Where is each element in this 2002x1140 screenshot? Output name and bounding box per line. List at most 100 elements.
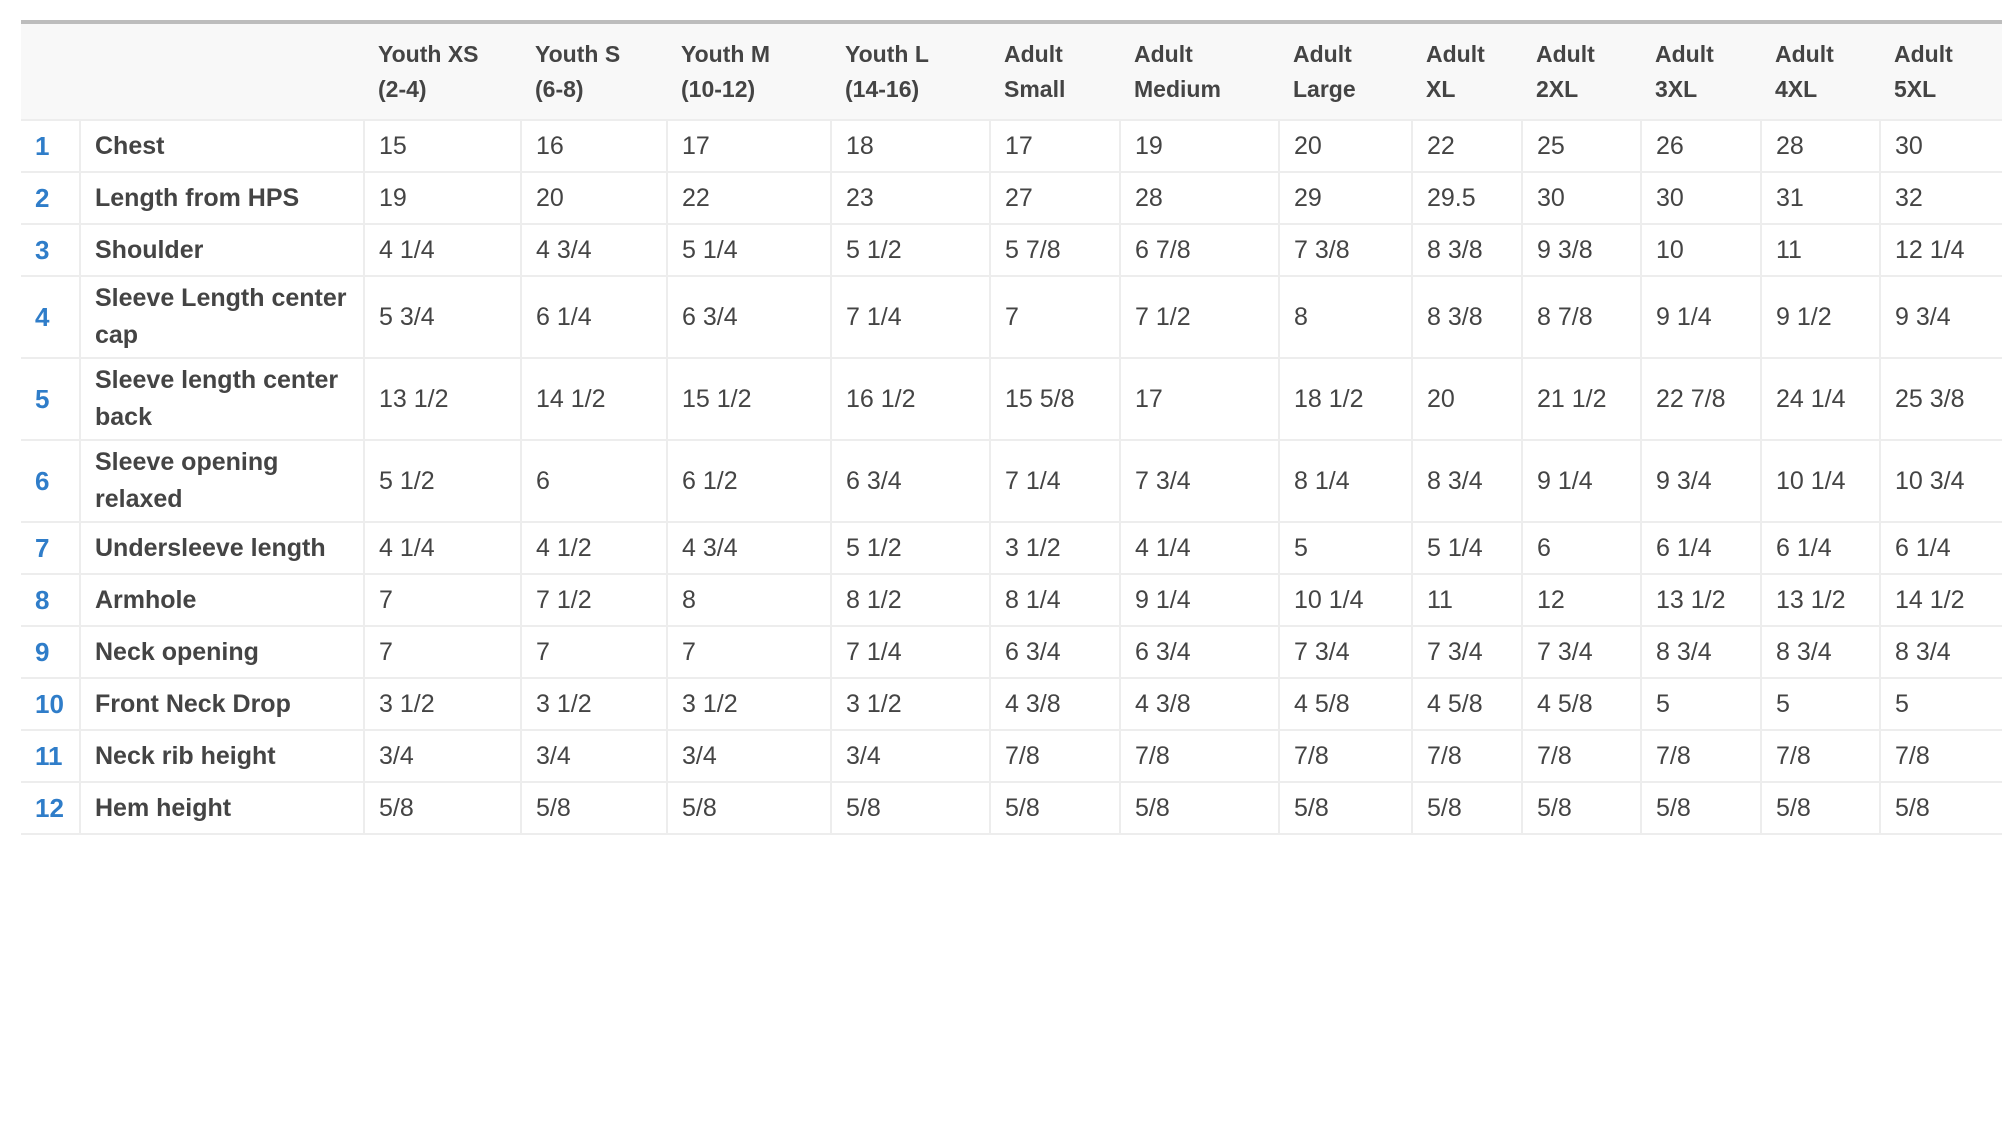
- measurement-value: 20: [1412, 358, 1523, 441]
- measurement-value: 5 1/4: [1412, 522, 1523, 575]
- measurement-value: 4 1/4: [364, 522, 522, 575]
- measurement-value: 16 1/2: [831, 358, 991, 441]
- measurement-value: 7 3/4: [1412, 626, 1523, 679]
- measurement-value: 27: [990, 172, 1121, 225]
- column-header-line: Youth L: [845, 40, 929, 67]
- measurement-value: 5/8: [667, 782, 832, 835]
- measurement-value: 5/8: [1120, 782, 1280, 835]
- column-header-line: Youth XS: [378, 40, 479, 67]
- measurement-value: 6 1/4: [1880, 522, 2002, 575]
- table-row: 12 Hem height 5/8 5/8 5/8 5/8 5/8 5/8 5/8 5/8 5/8 5…: [21, 782, 2002, 835]
- measurement-value: 5: [1761, 678, 1881, 731]
- measurement-value: 30: [1641, 172, 1762, 225]
- table-row: 10 Front Neck Drop 3 1/2 3 1/2 3 1/2 3 1/2 4 3…: [21, 678, 2002, 731]
- measurement-value: 10 1/4: [1279, 574, 1413, 627]
- measurement-value: 22 7/8: [1641, 358, 1762, 441]
- measurement-value: 8 1/2: [831, 574, 991, 627]
- measurement-label: Neck rib height: [80, 730, 365, 783]
- measurement-value: 11: [1412, 574, 1523, 627]
- measurement-value: 22: [1412, 120, 1523, 173]
- column-header-line: Medium: [1134, 75, 1221, 102]
- measurement-value: 6: [521, 440, 668, 523]
- measurement-label: Sleeve Length center cap: [80, 276, 365, 359]
- measurement-value: 10 1/4: [1761, 440, 1881, 523]
- measurement-value: 7: [364, 626, 522, 679]
- measurement-value: 7/8: [1880, 730, 2002, 783]
- measurement-label: Shoulder: [80, 224, 365, 277]
- measurement-value: 8 3/4: [1880, 626, 2002, 679]
- size-chart-container: Youth XS (2-4) Youth S (6-8) Youth M (10-12) Y…: [21, 20, 2002, 835]
- measurement-value: 3 1/2: [364, 678, 522, 731]
- column-header-line: Adult: [1293, 40, 1352, 67]
- measurement-value: 9 1/4: [1641, 276, 1762, 359]
- measurement-value: 3 1/2: [667, 678, 832, 731]
- measurement-value: 7 1/4: [990, 440, 1121, 523]
- measurement-value: 5/8: [1880, 782, 2002, 835]
- measurement-value: 30: [1880, 120, 2002, 173]
- measurement-value: 8 3/4: [1761, 626, 1881, 679]
- measurement-value: 17: [1120, 358, 1280, 441]
- column-header: Adult Large: [1279, 22, 1412, 121]
- row-number: 10: [21, 678, 81, 731]
- measurement-value: 4 3/4: [521, 224, 668, 277]
- column-header: Adult 2XL: [1522, 22, 1641, 121]
- measurement-value: 29.5: [1412, 172, 1523, 225]
- measurement-value: 7/8: [1279, 730, 1413, 783]
- measurement-label: Neck opening: [80, 626, 365, 679]
- measurement-value: 13 1/2: [1761, 574, 1881, 627]
- measurement-value: 18: [831, 120, 991, 173]
- measurement-value: 25 3/8: [1880, 358, 2002, 441]
- measurement-label: Sleeve length center back: [80, 358, 365, 441]
- measurement-value: 8 3/4: [1641, 626, 1762, 679]
- column-header: Youth M (10-12): [667, 22, 831, 121]
- measurement-value: 20: [521, 172, 668, 225]
- measurement-value: 6 1/2: [667, 440, 832, 523]
- row-number: 11: [21, 730, 81, 783]
- measurement-value: 12: [1522, 574, 1642, 627]
- measurement-value: 19: [364, 172, 522, 225]
- measurement-value: 7/8: [1761, 730, 1881, 783]
- measurement-value: 5/8: [831, 782, 991, 835]
- column-header-line: 5XL: [1894, 75, 1937, 102]
- table-body: 1 Chest 15 16 17 18 17 19 20 22 25 26 28 30 2 Length fr…: [21, 120, 2002, 835]
- measurement-value: 3/4: [667, 730, 832, 783]
- column-header-line: Large: [1293, 75, 1356, 102]
- measurement-value: 31: [1761, 172, 1881, 225]
- table-row: 7 Undersleeve length 4 1/4 4 1/2 4 3/4 5 1/2 3…: [21, 522, 2002, 575]
- column-header: Adult XL: [1412, 22, 1522, 121]
- row-number: 5: [21, 358, 81, 441]
- measurement-value: 20: [1279, 120, 1413, 173]
- measurement-value: 7/8: [990, 730, 1121, 783]
- measurement-value: 6 3/4: [1120, 626, 1280, 679]
- row-number: 1: [21, 120, 81, 173]
- measurement-value: 10: [1641, 224, 1762, 277]
- measurement-value: 32: [1880, 172, 2002, 225]
- measurement-value: 6 3/4: [667, 276, 832, 359]
- measurement-value: 15 1/2: [667, 358, 832, 441]
- table-row: 11 Neck rib height 3/4 3/4 3/4 3/4 7/8 7/8 7/8 7/…: [21, 730, 2002, 783]
- column-header-line: 4XL: [1775, 75, 1818, 102]
- measurement-value: 5/8: [990, 782, 1121, 835]
- table-header: Youth XS (2-4) Youth S (6-8) Youth M (10-12) Y…: [21, 22, 2002, 121]
- column-header-line: Adult: [1004, 40, 1063, 67]
- measurement-value: 14 1/2: [1880, 574, 2002, 627]
- column-header-line: Adult: [1894, 40, 1953, 67]
- column-header: Adult 4XL: [1761, 22, 1880, 121]
- table-row: 3 Shoulder 4 1/4 4 3/4 5 1/4 5 1/2 5 7/8 6 7/8 7…: [21, 224, 2002, 277]
- measurement-value: 9 1/4: [1120, 574, 1280, 627]
- measurement-value: 8 1/4: [990, 574, 1121, 627]
- table-row: 5 Sleeve length center back 13 1/2 14 1/2 15…: [21, 358, 2002, 441]
- measurement-value: 7: [364, 574, 522, 627]
- measurement-value: 5/8: [1279, 782, 1413, 835]
- measurement-label: Undersleeve length: [80, 522, 365, 575]
- measurement-value: 7 1/2: [1120, 276, 1280, 359]
- measurement-value: 5/8: [1412, 782, 1523, 835]
- measurement-value: 7 1/2: [521, 574, 668, 627]
- measurement-value: 17: [667, 120, 832, 173]
- measurement-value: 8 3/8: [1412, 276, 1523, 359]
- column-header-line: 2XL: [1536, 75, 1579, 102]
- measurement-value: 4 5/8: [1279, 678, 1413, 731]
- measurement-value: 5/8: [364, 782, 522, 835]
- table-row: 9 Neck opening 7 7 7 7 1/4 6 3/4 6 3/4 7 3/4 7 3/…: [21, 626, 2002, 679]
- measurement-value: 4 5/8: [1412, 678, 1523, 731]
